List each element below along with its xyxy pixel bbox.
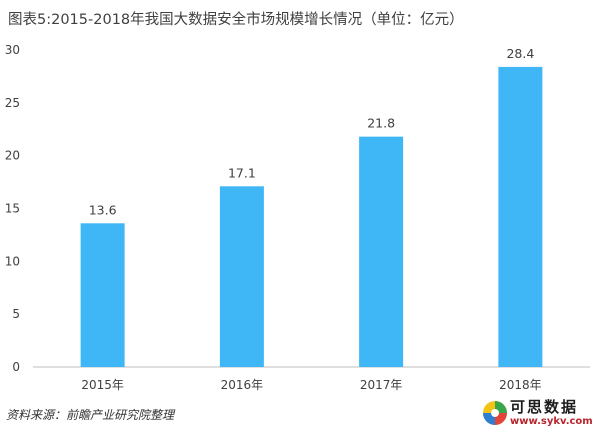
x-tick-label: 2016年 xyxy=(221,378,264,392)
y-tick-label: 0 xyxy=(12,360,20,374)
x-tick-label: 2017年 xyxy=(360,378,403,392)
x-tick-label: 2015年 xyxy=(81,378,124,392)
sykv-logo: 可思数据 www.sykv.com xyxy=(482,396,600,436)
y-tick-label: 20 xyxy=(5,149,20,163)
logo-name: 可思数据 xyxy=(510,398,579,416)
y-axis: 0 5 10 15 20 25 30 xyxy=(5,43,20,374)
source-note: 资料来源：前瞻产业研究院整理 xyxy=(6,408,175,422)
bar xyxy=(359,136,404,367)
y-tick-label: 25 xyxy=(5,96,20,110)
bar xyxy=(498,66,543,367)
logo-disc-icon xyxy=(483,401,507,425)
bar xyxy=(80,223,125,367)
x-tick-label: 2018年 xyxy=(499,378,542,392)
bar-value-label: 28.4 xyxy=(506,46,534,61)
bar-value-label: 21.8 xyxy=(367,116,395,131)
chart-title: 图表5:2015-2018年我国大数据安全市场规模增长情况（单位：亿元） xyxy=(8,12,464,28)
x-axis-labels: 2015年 2016年 2017年 2018年 xyxy=(81,378,541,392)
bar-value-label: 17.1 xyxy=(228,165,256,180)
logo-url: www.sykv.com xyxy=(510,416,593,427)
y-tick-label: 30 xyxy=(5,43,20,57)
y-tick-label: 5 xyxy=(12,307,20,321)
y-tick-label: 10 xyxy=(5,254,20,268)
bars-group: 13.6 17.1 21.8 28.4 xyxy=(80,46,543,367)
bar-value-label: 13.6 xyxy=(89,202,117,217)
bar xyxy=(219,186,264,367)
y-tick-label: 15 xyxy=(5,202,20,216)
